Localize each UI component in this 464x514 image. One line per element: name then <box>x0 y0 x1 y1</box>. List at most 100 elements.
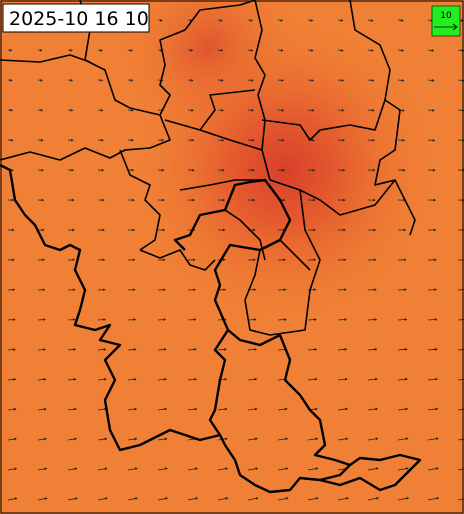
wind-arrow <box>457 319 464 321</box>
wind-arrow <box>127 318 137 321</box>
wind-arrow <box>187 168 195 172</box>
wind-arrow <box>7 407 17 411</box>
wind-arrow <box>247 467 259 471</box>
wind-arrow <box>397 437 409 441</box>
wind-arrow <box>127 407 138 411</box>
wind-arrow <box>247 437 258 441</box>
border <box>254 0 271 181</box>
wind-arrow <box>37 168 44 172</box>
wind-arrow <box>427 348 438 351</box>
wind-arrow <box>337 437 349 441</box>
wind-arrow <box>337 138 345 142</box>
wind-arrow <box>157 18 163 22</box>
wind-arrow <box>277 288 287 292</box>
border <box>199 89 256 131</box>
wind-arrow <box>427 377 439 381</box>
wind-arrow <box>217 497 229 501</box>
wind-arrow <box>7 108 14 112</box>
wind-arrow <box>218 228 226 232</box>
wind-arrow <box>67 378 77 381</box>
wind-arrow <box>307 318 317 321</box>
wind-arrow <box>98 228 105 232</box>
wind-arrow <box>427 79 435 82</box>
wind-arrow <box>187 348 197 351</box>
border <box>119 149 161 251</box>
wind-arrow <box>367 138 376 142</box>
wind-arrow <box>127 378 137 381</box>
wind-arrow <box>157 348 167 351</box>
wind-arrow <box>277 138 285 142</box>
wind-arrow <box>277 467 289 471</box>
wind-legend-label: 10 <box>440 11 452 21</box>
wind-arrow <box>127 288 136 292</box>
wind-arrow <box>307 377 318 381</box>
wind-arrow <box>158 228 166 232</box>
wind-arrow <box>307 79 315 82</box>
wind-arrow <box>127 138 135 142</box>
wind-arrow <box>127 497 139 501</box>
border <box>0 163 292 452</box>
wind-arrow <box>157 378 167 381</box>
wind-arrow <box>187 288 197 292</box>
wind-arrow <box>157 467 168 471</box>
wind-arrow <box>67 198 75 202</box>
wind-arrow <box>368 228 377 232</box>
wind-arrow <box>67 138 74 142</box>
wind-arrow <box>67 318 76 321</box>
wind-arrow <box>397 467 409 471</box>
wind-arrow <box>457 289 464 291</box>
wind-arrow <box>427 198 437 202</box>
wind-arrow <box>247 318 257 321</box>
border <box>224 209 266 261</box>
wind-arrow <box>38 228 45 232</box>
wind-arrow <box>398 228 407 232</box>
wind-arrow <box>37 348 47 351</box>
borders <box>0 0 422 494</box>
wind-arrow <box>397 258 407 262</box>
wind-arrow <box>397 19 404 22</box>
wind-arrow <box>127 168 135 172</box>
wind-arrow <box>217 168 225 172</box>
wind-arrow <box>307 198 316 202</box>
wind-arrow <box>68 228 75 232</box>
wind-arrow <box>277 19 284 22</box>
wind-arrow <box>7 378 17 381</box>
wind-arrow <box>367 407 379 411</box>
wind-arrow <box>157 407 168 411</box>
border <box>261 99 386 141</box>
wind-arrow <box>67 407 77 411</box>
wind-arrow <box>247 497 259 501</box>
timestamp: 2025-10 16 10 <box>9 8 149 30</box>
wind-arrow <box>97 467 108 471</box>
wind-arrow <box>367 288 377 292</box>
wind-arrow <box>67 348 77 351</box>
wind-arrow <box>157 258 166 262</box>
wind-arrow <box>457 228 464 232</box>
wind-arrow <box>338 228 346 232</box>
wind-arrow <box>7 437 17 441</box>
wind-arrow <box>247 19 254 22</box>
wind-arrow <box>307 467 319 471</box>
wind-arrow <box>187 108 194 112</box>
wind-arrow <box>37 48 43 52</box>
wind-arrow <box>427 49 435 52</box>
wind-arrow <box>127 437 138 441</box>
wind-arrow <box>187 78 194 82</box>
border <box>179 179 265 191</box>
wind-arrow <box>217 198 226 202</box>
border <box>319 453 422 492</box>
wind-arrow <box>428 228 437 232</box>
wind-arrow <box>367 19 374 22</box>
wind-arrow <box>247 377 258 381</box>
wind-legend-arrow <box>434 23 458 31</box>
border <box>269 179 396 216</box>
wind-arrow <box>427 138 436 142</box>
border <box>244 189 321 336</box>
wind-arrow <box>7 78 13 82</box>
wind-arrow <box>367 497 380 501</box>
wind-arrow <box>217 78 224 82</box>
wind-arrow <box>247 258 256 262</box>
wind-arrow <box>367 467 379 471</box>
